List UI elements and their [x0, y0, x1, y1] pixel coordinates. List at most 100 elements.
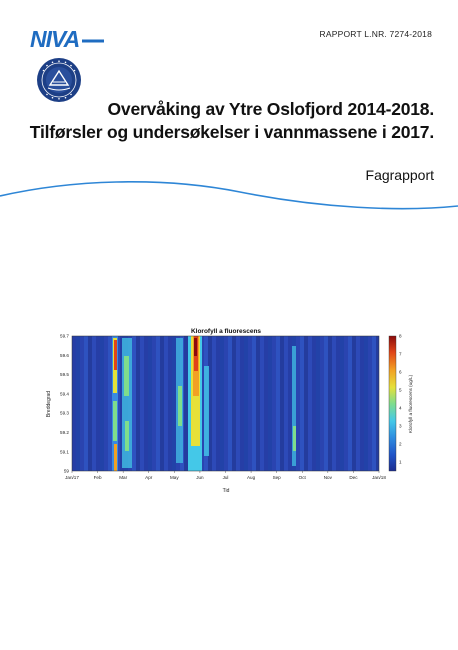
- y-tick-label: 59.4: [60, 391, 69, 396]
- heatmap-patch: [125, 421, 129, 451]
- x-tick-label: Nov: [324, 475, 333, 480]
- y-axis-label: Breddegrad: [46, 391, 52, 417]
- colorbar-tick-label: 8: [399, 334, 402, 339]
- colorbar-tick-label: 3: [399, 424, 402, 429]
- x-tick-label: Oct: [299, 475, 307, 480]
- heatmap-stripe: [348, 336, 352, 471]
- heatmap-stripe: [72, 336, 76, 471]
- heatmap-patch: [114, 444, 117, 471]
- heatmap-stripe: [184, 336, 188, 471]
- heatmap-stripe: [92, 336, 96, 471]
- x-tick-label: Sep: [273, 475, 282, 480]
- heatmap-patch: [114, 340, 117, 370]
- logo-text: NIVA: [30, 27, 79, 51]
- heatmap-stripe: [104, 336, 108, 471]
- heatmap-stripe: [376, 336, 379, 471]
- y-tick-label: 59: [64, 469, 70, 474]
- heatmap-stripe: [280, 336, 284, 471]
- x-axis-label: Tid: [223, 488, 230, 494]
- heatmap-patch: [178, 386, 182, 426]
- heatmap-stripe: [88, 336, 92, 471]
- heatmap-stripe: [352, 336, 356, 471]
- heatmap-stripe: [168, 336, 172, 471]
- x-tick-label: Feb: [94, 475, 102, 480]
- heatmap-stripe: [308, 336, 312, 471]
- y-axis-ticks: 59 59.1 59.2 59.3 59.4 59.5 59.6 59.7: [60, 334, 69, 474]
- heatmap-stripe: [332, 336, 336, 471]
- heatmap-stripe: [84, 336, 88, 471]
- heatmap-stripe: [80, 336, 84, 471]
- x-tick-label: Jun: [196, 475, 204, 480]
- heatmap-stripe: [248, 336, 252, 471]
- x-tick-label: Mar: [119, 475, 127, 480]
- x-tick-label: Aug: [247, 475, 256, 480]
- heatmap-stripe: [232, 336, 236, 471]
- heatmap-stripe: [152, 336, 156, 471]
- colorbar-tick-label: 2: [399, 442, 402, 447]
- heatmap-stripe: [312, 336, 316, 471]
- x-tick-label: Jan/17: [65, 475, 79, 480]
- heatmap-stripe: [284, 336, 288, 471]
- heatmap-stripe: [364, 336, 368, 471]
- niva-institute-seal-icon: [37, 58, 81, 102]
- heatmap-stripe: [172, 336, 176, 471]
- report-title-line-1: Overvåking av Ytre Oslofjord 2014-2018.: [107, 99, 435, 119]
- y-tick-label: 59.2: [60, 430, 69, 435]
- heatmap-stripe: [144, 336, 148, 471]
- heatmap-stripe: [148, 336, 152, 471]
- heatmap-stripe: [356, 336, 360, 471]
- heatmap-stripe: [244, 336, 248, 471]
- heatmap-stripe: [344, 336, 348, 471]
- colorbar-label: Klorofyll a fluorescens (ug/L): [408, 374, 413, 433]
- heatmap-cells: [72, 336, 379, 471]
- heatmap-stripe: [276, 336, 280, 471]
- heatmap-stripe: [328, 336, 332, 471]
- heatmap-patch: [113, 401, 117, 441]
- heatmap-stripe: [272, 336, 276, 471]
- heatmap-stripes: [72, 336, 379, 471]
- heatmap-stripe: [132, 336, 136, 471]
- heatmap-stripe: [372, 336, 376, 471]
- heatmap-patch: [293, 426, 296, 451]
- heatmap-stripe: [136, 336, 140, 471]
- heatmap-stripe: [108, 336, 112, 471]
- heatmap-patch: [122, 338, 132, 468]
- colorbar: [388, 335, 397, 472]
- heatmap-stripe: [324, 336, 328, 471]
- colorbar-ticks: 1 2 3 4 5 6 7 8: [399, 334, 402, 465]
- heatmap-stripe: [160, 336, 164, 471]
- heatmap-stripe: [224, 336, 228, 471]
- heatmap-stripe: [76, 336, 80, 471]
- heatmap-stripe: [288, 336, 292, 471]
- x-axis-ticks: Jan/17 Feb Mar Apr May Jun Jul Aug Sep Oct Nov Dec J…: [65, 471, 386, 480]
- y-tick-label: 59.7: [60, 334, 69, 339]
- heatmap-stripe: [216, 336, 220, 471]
- y-tick-label: 59.6: [60, 353, 69, 358]
- x-tick-label: Apr: [145, 475, 153, 480]
- heatmap-stripe: [220, 336, 224, 471]
- heatmap-stripe: [260, 336, 264, 471]
- heatmap-stripe: [156, 336, 160, 471]
- heatmap-stripe: [140, 336, 144, 471]
- y-tick-label: 59.5: [60, 372, 69, 377]
- heatmap-stripe: [368, 336, 372, 471]
- heatmap-stripe: [256, 336, 260, 471]
- heatmap-stripe: [360, 336, 364, 471]
- report-title-line-2: Tilførsler og undersøkelser i vannmassen…: [29, 122, 434, 142]
- heatmap-stripe: [212, 336, 216, 471]
- heatmap-stripe: [316, 336, 320, 471]
- heatmap-stripe: [100, 336, 104, 471]
- report-number: RAPPORT L.NR. 7274-2018: [319, 29, 432, 39]
- heatmap-stripe: [296, 336, 300, 471]
- heatmap-stripe: [240, 336, 244, 471]
- x-tick-label: Jan/18: [372, 475, 386, 480]
- heatmap-stripe: [268, 336, 272, 471]
- y-tick-label: 59.1: [60, 449, 69, 454]
- heatmap-stripe: [96, 336, 100, 471]
- heatmap-stripe: [304, 336, 308, 471]
- heatmap-stripe: [300, 336, 304, 471]
- decorative-wave: [0, 181, 458, 210]
- y-tick-label: 59.3: [60, 411, 69, 416]
- heatmap-stripe: [336, 336, 340, 471]
- chart-title: Klorofyll a fluorescens: [191, 328, 261, 335]
